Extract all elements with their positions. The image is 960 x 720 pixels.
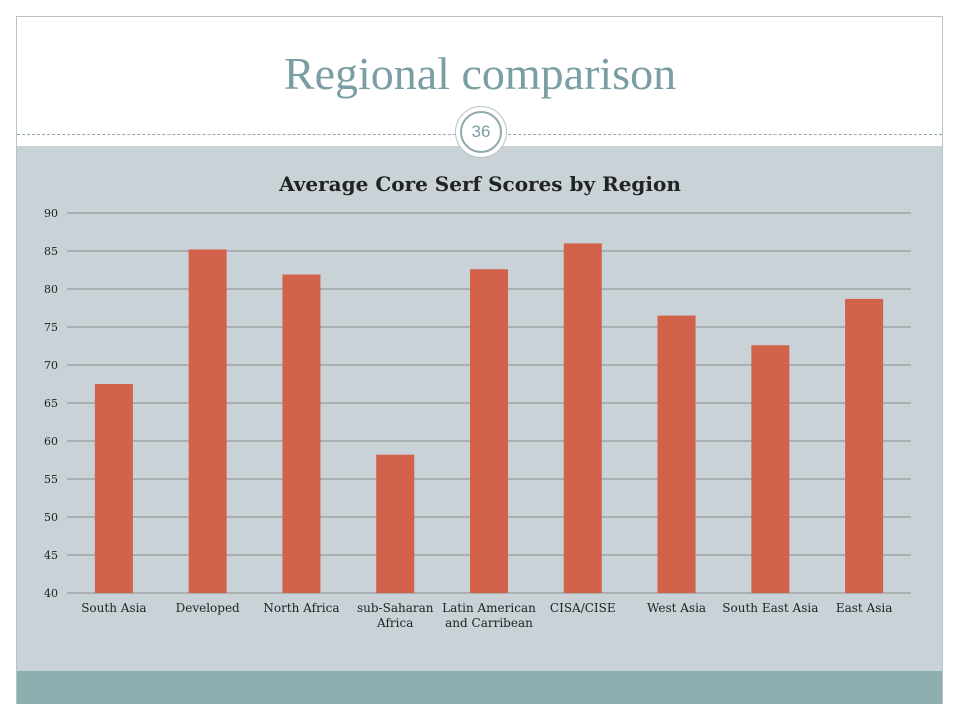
bar-6	[657, 315, 696, 593]
x-tick-label-line: Developed	[176, 601, 240, 615]
x-tick-label: Latin American and Carribean	[442, 601, 536, 630]
x-tick-label-line: South Asia	[81, 601, 146, 615]
y-tick-label: 90	[44, 207, 58, 220]
x-tick-label-line: East Asia	[836, 601, 893, 615]
x-tick-label-line: Latin American	[442, 601, 536, 615]
bar-3	[376, 454, 415, 593]
y-tick-label: 70	[44, 359, 58, 372]
bar-4	[470, 269, 508, 593]
bar-7	[751, 345, 790, 593]
x-tick-label: East Asia	[836, 601, 893, 615]
y-tick-label: 60	[44, 435, 58, 448]
bar-1	[188, 249, 227, 594]
bar-0	[94, 384, 133, 593]
slide-title: Regional comparison	[283, 48, 677, 99]
y-tick-label: 40	[44, 587, 58, 600]
chart-title: Average Core Serf Scores by Region	[279, 172, 681, 196]
x-tick-label: West Asia	[647, 601, 706, 615]
y-tick-label: 50	[44, 511, 58, 524]
bar-8	[845, 298, 884, 593]
footer-band	[17, 671, 942, 704]
x-tick-label-line: CISA/CISE	[550, 601, 616, 615]
page-number: 36	[460, 111, 502, 153]
y-tick-label: 55	[44, 473, 58, 486]
x-tick-label: South Asia	[81, 601, 146, 615]
x-tick-label-line: North Africa	[263, 601, 339, 615]
y-tick-label: 80	[44, 283, 58, 296]
x-tick-label-line: sub-Saharan	[357, 601, 434, 615]
x-tick-label-line: and Carribean	[445, 616, 533, 630]
x-tick-label: sub-Saharan Africa	[357, 601, 434, 630]
x-tick-label: North Africa	[263, 601, 339, 615]
x-tick-label: Developed	[176, 601, 240, 615]
x-tick-label: CISA/CISE	[550, 601, 616, 615]
y-tick-label: 45	[44, 549, 58, 562]
x-tick-label-line: West Asia	[647, 601, 706, 615]
x-tick-label-line: Africa	[376, 616, 413, 630]
y-tick-label: 75	[44, 321, 58, 334]
y-tick-label: 65	[44, 397, 58, 410]
x-tick-label: South East Asia	[722, 601, 818, 615]
x-tick-label-line: South East Asia	[722, 601, 818, 615]
page-number-badge: 36	[455, 106, 507, 158]
bar-2	[282, 274, 321, 593]
bar-5	[563, 243, 602, 593]
y-tick-label: 85	[44, 245, 58, 258]
